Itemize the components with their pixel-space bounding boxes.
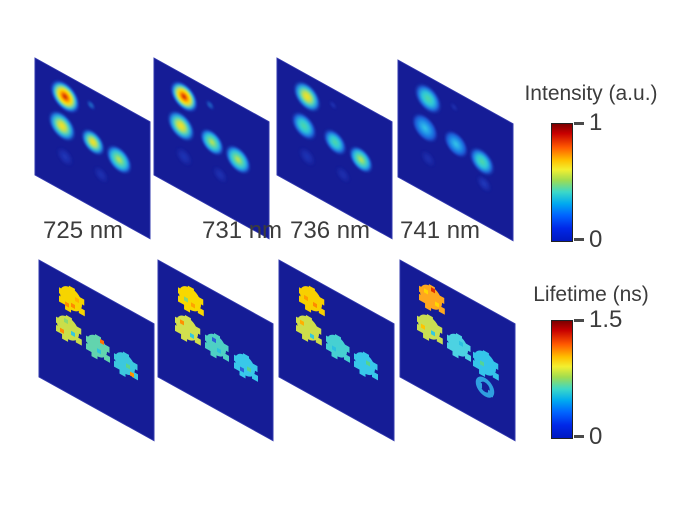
lifetime-colorbar-min-label: 0 [589, 423, 603, 450]
lifetime-colorbar-min-tick [574, 435, 584, 438]
intensity-map-741nm [397, 59, 598, 245]
lifetime-colorbar-max-tick [574, 319, 584, 322]
lifetime-map-1 [38, 259, 239, 445]
intensity-colorbar-min-tick [574, 238, 584, 241]
wavelength-label-736nm: 736 nm [290, 217, 371, 244]
intensity-colorbar-gradient [552, 124, 572, 241]
intensity-colorbar-title: Intensity (a.u.) [524, 82, 658, 105]
intensity-map-725nm [34, 57, 235, 243]
lifetime-colorbar [551, 320, 573, 439]
wavelength-label-741nm: 741 nm [400, 217, 481, 244]
wavelength-label-725nm: 725 nm [43, 217, 124, 244]
wavelength-label-731nm: 731 nm [202, 217, 283, 244]
intensity-colorbar [551, 123, 573, 242]
lifetime-map-2 [157, 259, 358, 445]
intensity-colorbar-max-label: 1 [589, 109, 603, 136]
lifetime-map-3 [278, 259, 479, 445]
lifetime-map-4 [399, 259, 600, 445]
intensity-map-731nm [153, 57, 354, 243]
lifetime-colorbar-title: Lifetime (ns) [533, 283, 649, 306]
intensity-colorbar-min-label: 0 [589, 226, 603, 253]
intensity-colorbar-max-tick [574, 122, 584, 125]
lifetime-colorbar-max-label: 1.5 [589, 306, 623, 333]
lifetime-colorbar-gradient [552, 321, 572, 438]
intensity-map-736nm [276, 57, 477, 243]
